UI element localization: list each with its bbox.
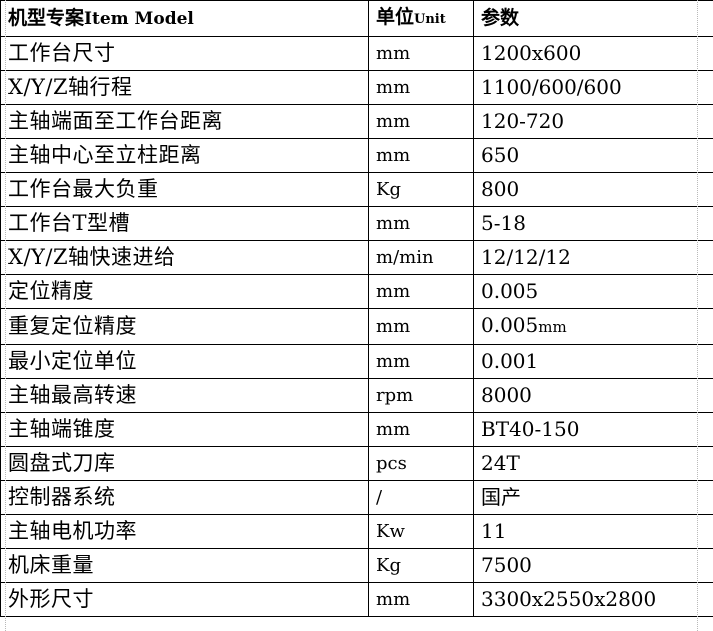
column-header-item-cjk: 机型专案: [8, 6, 85, 29]
cell-item-name: X/Y/Z轴行程: [0, 70, 369, 105]
cell-unit: mm: [368, 582, 474, 617]
cell-value: 5-18: [473, 206, 713, 241]
table-row: 重复定位精度 mm 0.005mm: [0, 308, 713, 345]
cell-value-text: 800: [481, 177, 520, 201]
cell-item-name: 机床重量: [0, 548, 369, 583]
column-header-unit-cjk: 单位: [376, 6, 415, 28]
table-row: 主轴端面至工作台距离 mm 120-720: [0, 104, 713, 139]
cell-value-text: 24T: [481, 451, 520, 475]
cell-value-text: 0.005: [481, 313, 539, 337]
cell-unit: mm: [368, 412, 474, 447]
cell-value: 8000: [473, 378, 713, 413]
cell-unit: mm: [368, 344, 474, 379]
cell-value: 国产: [473, 480, 713, 515]
cell-unit: Kg: [368, 172, 474, 207]
cell-value-text: 650: [481, 143, 520, 167]
column-header-item-latin: Item Model: [84, 8, 194, 29]
cell-item-name: 外形尺寸: [0, 582, 369, 617]
cell-unit: Kw: [368, 514, 474, 549]
cell-unit: mm: [368, 274, 474, 309]
cell-unit: Kg: [368, 548, 474, 583]
cell-value: 0.001: [473, 344, 713, 379]
cell-item-name: 工作台最大负重: [0, 172, 369, 207]
cell-value: 120-720: [473, 104, 713, 139]
cell-unit: mm: [368, 138, 474, 173]
cell-value-text: BT40-150: [481, 417, 580, 441]
table-row: X/Y/Z轴行程 mm 1100/600/600: [0, 70, 713, 105]
cell-value: 0.005mm: [473, 308, 713, 345]
cell-value-text: 国产: [481, 485, 521, 509]
cell-value-text: 0.005: [481, 279, 539, 303]
cell-item-name: 最小定位单位: [0, 344, 369, 379]
cell-item-name: 控制器系统: [0, 480, 369, 515]
cell-item-name: 主轴中心至立柱距离: [0, 138, 369, 173]
cell-value-text: 7500: [481, 553, 532, 577]
cell-value-text: 120-720: [481, 109, 565, 133]
cell-value: 650: [473, 138, 713, 173]
cell-value: 24T: [473, 446, 713, 481]
cell-item-name: 主轴电机功率: [0, 514, 369, 549]
cell-unit: mm: [368, 104, 474, 139]
column-header-value-cjk: 参数: [481, 7, 520, 29]
cell-item-name: 圆盘式刀库: [0, 446, 369, 481]
cell-value-text: 1200x600: [481, 41, 582, 65]
table-row: 工作台最大负重 Kg 800: [0, 172, 713, 207]
table-row: 机床重量 Kg 7500: [0, 548, 713, 583]
cell-value: 1100/600/600: [473, 70, 713, 105]
table-row: 最小定位单位 mm 0.001: [0, 344, 713, 379]
cell-value-text: 12/12/12: [481, 245, 571, 269]
cell-unit: mm: [368, 206, 474, 241]
cell-item-name: 主轴端锥度: [0, 412, 369, 447]
cell-value: 0.005: [473, 274, 713, 309]
cell-value: 800: [473, 172, 713, 207]
table-body: 工作台尺寸 mm 1200x600 X/Y/Z轴行程 mm 1100/600/600 主轴端…: [0, 36, 713, 617]
table-row: 主轴电机功率 Kw 11: [0, 514, 713, 549]
cell-unit: rpm: [368, 378, 474, 413]
cell-value-suffix: mm: [538, 318, 567, 336]
cell-value: 7500: [473, 548, 713, 583]
cell-item-name: 主轴最高转速: [0, 378, 369, 413]
cell-value-text: 1100/600/600: [481, 75, 622, 99]
cell-value-text: 11: [481, 519, 507, 543]
cell-item-name: 定位精度: [0, 274, 369, 309]
cell-item-name: 重复定位精度: [0, 308, 369, 345]
cell-value: 3300x2550x2800: [473, 582, 713, 617]
cell-value-text: 8000: [481, 383, 532, 407]
column-header-value: 参数: [473, 0, 713, 37]
table-row: 工作台尺寸 mm 1200x600: [0, 36, 713, 71]
table-row: 工作台T型槽 mm 5-18: [0, 206, 713, 241]
table-row: 外形尺寸 mm 3300x2550x2800: [0, 582, 713, 617]
cell-item-name: 工作台T型槽: [0, 206, 369, 241]
specification-table: 机型专案Item Model 单位Unit 参数 工作台尺寸 mm 1200x600…: [0, 0, 713, 617]
cell-value-text: 3300x2550x2800: [481, 587, 657, 611]
cell-item-name: 工作台尺寸: [0, 36, 369, 71]
cell-value-text: 0.001: [481, 349, 539, 373]
cell-value: 12/12/12: [473, 240, 713, 275]
cell-unit: /: [368, 480, 474, 515]
cell-unit: mm: [368, 308, 474, 345]
cell-value: 1200x600: [473, 36, 713, 71]
table-row: 圆盘式刀库 pcs 24T: [0, 446, 713, 481]
cell-unit: mm: [368, 36, 474, 71]
cell-value: BT40-150: [473, 412, 713, 447]
table-header-row: 机型专案Item Model 单位Unit 参数: [0, 0, 713, 37]
column-header-unit: 单位Unit: [368, 0, 474, 37]
table-row: 主轴中心至立柱距离 mm 650: [0, 138, 713, 173]
cell-item-name: 主轴端面至工作台距离: [0, 104, 369, 139]
table-row: X/Y/Z轴快速进给 m/min 12/12/12: [0, 240, 713, 275]
table-row: 主轴最高转速 rpm 8000: [0, 378, 713, 413]
cell-unit: m/min: [368, 240, 474, 275]
cell-unit: mm: [368, 70, 474, 105]
column-header-unit-latin: Unit: [414, 12, 446, 27]
cell-value-text: 5-18: [481, 211, 526, 235]
column-header-item: 机型专案Item Model: [0, 0, 369, 37]
table-row: 控制器系统 / 国产: [0, 480, 713, 515]
cell-unit: pcs: [368, 446, 474, 481]
table-row: 定位精度 mm 0.005: [0, 274, 713, 309]
table-row: 主轴端锥度 mm BT40-150: [0, 412, 713, 447]
cell-item-name: X/Y/Z轴快速进给: [0, 240, 369, 275]
cell-value: 11: [473, 514, 713, 549]
